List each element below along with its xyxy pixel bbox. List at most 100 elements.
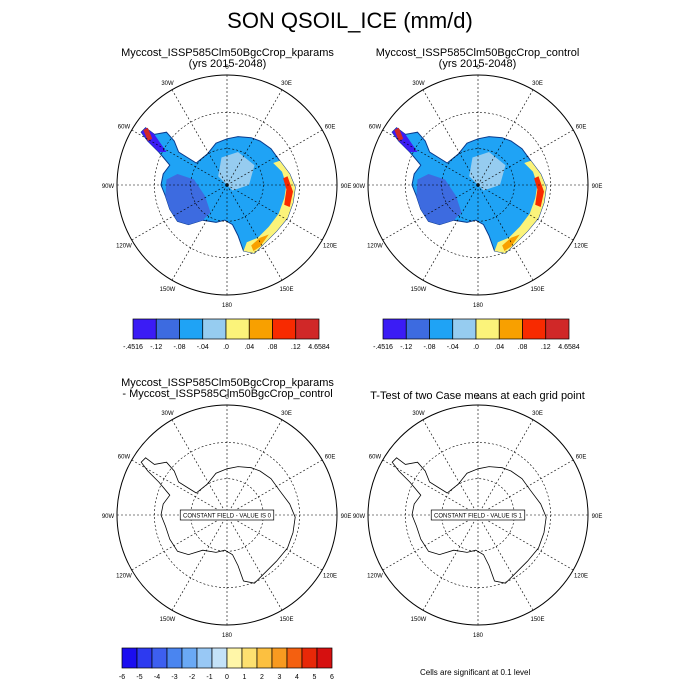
antarctica-coastline [391,457,547,584]
colorbar-swatch [382,318,407,340]
panel1-title-line1: Myccost_ISSP585Clm50BgcCrop_kparams [121,47,334,59]
longitude-label: 90W [102,184,115,190]
colorbar-swatch [136,647,153,669]
colorbar-label: 3 [278,674,282,681]
coastal-field-yellow [243,160,296,254]
panel2-title: Myccost_ISSP585Clm50BgcCrop_control (yrs… [350,48,605,70]
colorbar-label: -.4516 [123,344,143,351]
meridian-line [477,514,534,611]
figure-title: SON QSOIL_ICE (mm/d) [227,8,473,33]
west-antarctica-field [165,174,211,225]
colorbar-label: .12 [541,344,551,351]
longitude-label: 60E [325,455,336,461]
colorbar-label: -.08 [423,344,435,351]
longitude-label: 60W [118,125,131,131]
significance-note: Cells are significant at 0.1 level [420,668,531,677]
longitude-label: 150E [530,617,544,623]
panel3-title-line1: Myccost_ISSP585Clm50BgcCrop_kparams [121,377,334,389]
west-antarctica-field [416,174,462,225]
colorbar-swatch [155,318,180,340]
colorbar-swatch [295,318,320,340]
longitude-label: 150W [411,617,427,623]
colorbar-swatch [225,318,250,340]
colorbar-swatch [475,318,500,340]
longitude-label: 90E [592,184,603,190]
longitude-label: 30E [532,411,543,417]
meridian-line [171,419,228,516]
longitude-label: 30W [161,411,174,417]
colorbar-label: -3 [171,674,177,681]
longitude-label: 120W [116,574,132,580]
longitude-label: 90W [353,184,366,190]
colorbar-swatch [248,318,273,340]
longitude-label: 30E [281,411,292,417]
longitude-label: 120E [574,244,588,250]
colorbar-bottom: -6 -5 -4 -3 -2 -1 0 1 2 3 4 5 6 [119,647,334,681]
colorbar-swatch [271,647,288,669]
map-boundary-circle [116,74,338,296]
colorbar-label: 1 [243,674,247,681]
antarctica-coastline [140,457,296,584]
colorbar-swatch [211,647,228,669]
colorbar-swatch [241,647,258,669]
longitude-label: 60E [576,125,587,131]
colorbar-label: -.04 [447,344,459,351]
meridian-line [131,459,228,516]
colorbar-label: 4.6584 [308,344,330,351]
longitude-label: 150W [411,287,427,293]
polar-map-2: 0 30E 60E 90E 120E 150E 180 150W 120W 90W 60W 30W [353,65,603,309]
colorbar-label: 4 [295,674,299,681]
colorbar-label: -.4516 [373,344,393,351]
colorbar-swatch [301,647,318,669]
colorbar-label: .08 [268,344,278,351]
longitude-label: 0 [225,395,229,401]
panel2-title-line1: Myccost_ISSP585Clm50BgcCrop_control [375,47,580,59]
meridian-line [171,514,228,611]
meridian-line [226,459,323,516]
colorbar-label: -.12 [400,344,412,351]
colorbar-swatch [132,318,157,340]
map-boundary-circle [367,74,589,296]
colorbar-swatch [545,318,570,340]
colorbar-label: -5 [136,674,142,681]
longitude-label: 180 [222,633,233,639]
polar-map-4: 0 30E 60E 90E 120E 150E 180 150W 120W 90W 60W 30W CO… [353,395,603,639]
constant-field-note: CONSTANT FIELD - VALUE IS 0 [183,514,272,520]
longitude-label: 120W [367,574,383,580]
meridian-line [477,459,574,516]
longitude-label: 30E [281,81,292,87]
longitude-label: 30W [161,81,174,87]
longitude-label: 150E [279,617,293,623]
longitude-label: 150E [279,287,293,293]
longitude-label: 150W [160,287,176,293]
constant-field-note: CONSTANT FIELD - VALUE IS 1 [434,514,523,520]
longitude-label: 60W [369,125,382,131]
colorbar-swatch [151,647,168,669]
coastal-field-red [534,176,544,207]
meridian-line [477,514,574,571]
colorbar-label: 4.6584 [558,344,580,351]
longitude-label: 60E [325,125,336,131]
longitude-label: 30E [532,81,543,87]
colorbar-swatch [196,647,213,669]
peninsula-tip-field [143,127,153,141]
panel4-title: T-Test of two Case means at each grid po… [350,391,605,402]
colorbar-swatch [286,647,303,669]
colorbar-swatch [202,318,227,340]
longitude-label: 150W [160,617,176,623]
colorbar-top-left: -.4516 -.12 -.08 -.04 .0 .04 .08 .12 4.6584 [123,318,330,351]
meridian-line [226,514,323,571]
colorbar-label: 2 [260,674,264,681]
colorbar-swatch [121,647,138,669]
longitude-label: 120E [323,244,337,250]
polar-map-3: 0 30E 60E 90E 120E 150E 180 150W 120W 90W 60W 30W CO… [102,395,352,639]
longitude-label: 0 [476,395,480,401]
colorbar-swatch [316,647,333,669]
colorbar-swatch [452,318,477,340]
colorbar-label: -1 [206,674,212,681]
colorbar-label: .04 [494,344,504,351]
colorbar-label: -4 [154,674,160,681]
meridian-line [382,514,479,571]
longitude-label: 60E [576,455,587,461]
